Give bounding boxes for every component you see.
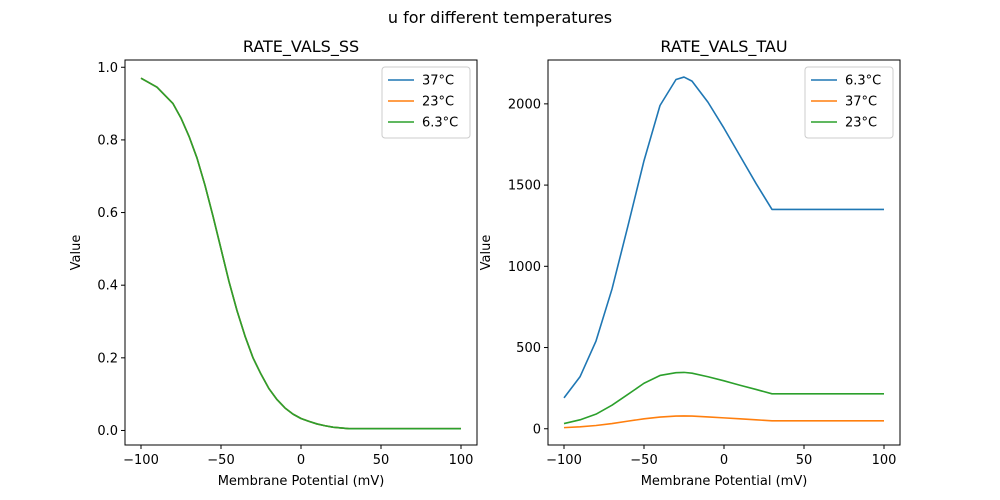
x-axis-label: Membrane Potential (mV) — [218, 474, 385, 489]
series-line-3 — [140, 77, 461, 430]
y-tick-label: 0.6 — [97, 206, 118, 221]
y-tick-label: 0.2 — [97, 351, 118, 366]
legend-label: 23°C — [845, 116, 877, 131]
series-lines — [140, 77, 461, 430]
y-tick-label: 1000 — [508, 260, 541, 275]
y-tick-label: 0.0 — [97, 424, 118, 439]
legend-label: 23°C — [422, 95, 454, 110]
y-axis-label: Value — [69, 235, 84, 271]
x-tick-label: 0 — [720, 453, 728, 468]
series-line-3 — [563, 371, 884, 425]
x-tick-label: 100 — [449, 453, 474, 468]
subplot-title: RATE_VALS_SS — [243, 37, 359, 57]
subplot-title: RATE_VALS_TAU — [660, 37, 787, 57]
legend-label: 37°C — [845, 95, 877, 110]
legend-label: 6.3°C — [845, 74, 881, 89]
legend-label: 37°C — [422, 74, 454, 89]
y-tick-label: 0.4 — [97, 279, 118, 294]
series-lines — [563, 76, 884, 429]
legend-box — [381, 66, 471, 139]
legend-label: 6.3°C — [422, 116, 458, 131]
series-line-2 — [563, 415, 884, 429]
x-tick-label: 100 — [872, 453, 897, 468]
x-tick-label: −100 — [546, 453, 582, 468]
y-tick-label: 0.8 — [97, 133, 118, 148]
figure-title: u for different temperatures — [388, 8, 612, 27]
x-tick-label: −100 — [123, 453, 159, 468]
x-axis-label: Membrane Potential (mV) — [641, 474, 808, 489]
y-tick-label: 500 — [516, 341, 541, 356]
legend-box — [804, 66, 894, 139]
legend: 6.3°C 37°C 23°C — [804, 66, 894, 139]
plots-container: RATE_VALS_SS −100 −50 0 50 100 0.0 0.2 0.4 0.6 0.8… — [69, 37, 901, 489]
y-tick-label: 2000 — [508, 97, 541, 112]
y-axis-label: Value — [479, 235, 494, 271]
x-tick-label: −50 — [630, 453, 657, 468]
legend: 37°C 23°C 6.3°C — [381, 66, 471, 139]
series-line-1 — [563, 76, 884, 399]
x-tick-label: 0 — [297, 453, 305, 468]
x-tick-label: 50 — [796, 453, 813, 468]
x-tick-label: −50 — [207, 453, 234, 468]
y-tick-label: 1500 — [508, 179, 541, 194]
y-tick-label: 1.0 — [97, 61, 118, 76]
x-tick-label: 50 — [373, 453, 390, 468]
subplot-2: RATE_VALS_TAU−100 −50 0 50 10005001000150020… — [479, 37, 901, 489]
y-tick-label: 0 — [533, 422, 541, 437]
subplot-1: RATE_VALS_SS −100 −50 0 50 100 0.0 0.2 0.4 0.6 0.8… — [69, 37, 478, 489]
